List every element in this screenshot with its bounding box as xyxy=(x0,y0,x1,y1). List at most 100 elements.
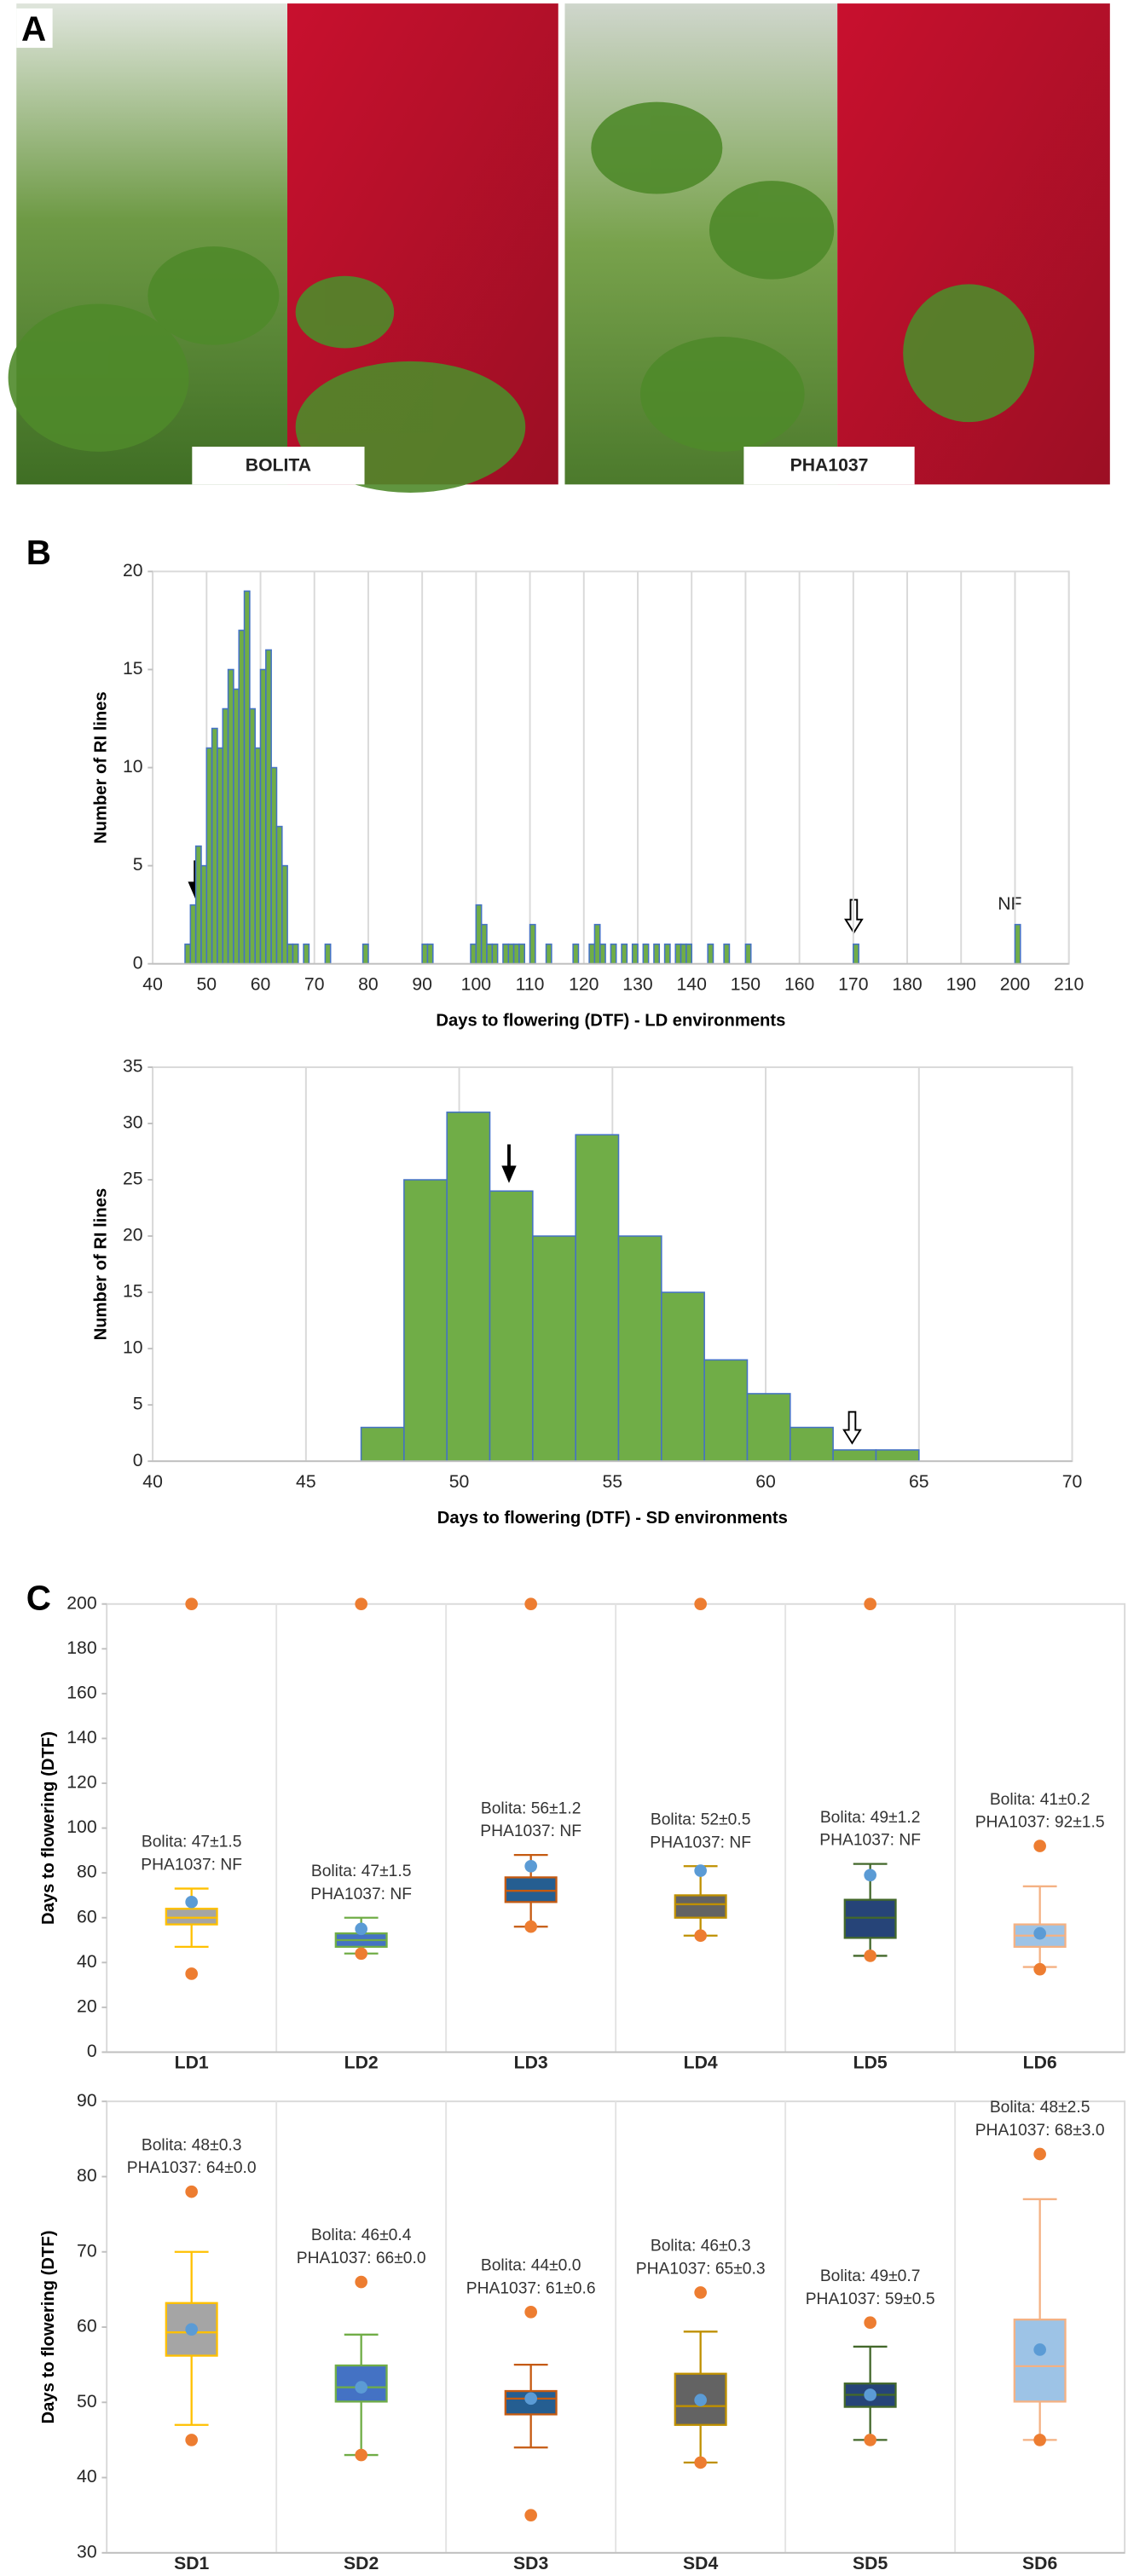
panel-letter: C xyxy=(26,1579,51,1618)
bar xyxy=(575,1134,620,1462)
x-tick-label: 90 xyxy=(412,974,432,994)
bar xyxy=(518,943,526,965)
bar xyxy=(426,943,434,965)
box-note: Bolita: 49±1.2 xyxy=(820,1809,921,1827)
x-tick-label: 190 xyxy=(946,974,976,994)
bar xyxy=(303,943,310,965)
bar xyxy=(324,943,332,965)
box xyxy=(504,1876,558,1903)
bar xyxy=(502,943,510,965)
bar xyxy=(680,943,687,965)
bar xyxy=(512,943,520,965)
y-tick-label: 10 xyxy=(123,757,143,777)
parent-point xyxy=(694,1597,707,1611)
y-tick-label: 120 xyxy=(67,1773,96,1793)
bar xyxy=(853,943,859,965)
bar xyxy=(362,943,369,965)
category-label: SD3 xyxy=(513,2554,548,2573)
y-tick-label: 5 xyxy=(133,855,143,875)
y-axis-title: Days to flowering (DTF) xyxy=(39,2231,58,2424)
arrow xyxy=(842,1411,862,1445)
bar xyxy=(222,708,229,965)
bar xyxy=(475,904,483,965)
y-tick-label: 60 xyxy=(77,1907,97,1926)
mean-point xyxy=(355,1922,367,1936)
parent-point xyxy=(864,2434,876,2446)
photo-label: PHA1037 xyxy=(790,456,869,476)
bar xyxy=(486,943,494,965)
parent-point xyxy=(694,1929,707,1943)
parent-point xyxy=(1033,2147,1046,2161)
bar xyxy=(507,943,515,965)
y-tick-label: 90 xyxy=(77,2091,97,2111)
bar xyxy=(233,688,240,965)
box xyxy=(1013,2319,1067,2403)
category-label: LD2 xyxy=(344,2053,379,2073)
parent-point xyxy=(694,2286,707,2299)
bar xyxy=(617,1235,662,1462)
x-tick-label: 170 xyxy=(838,974,868,994)
bar xyxy=(211,727,218,965)
category-label: LD6 xyxy=(1023,2053,1057,2073)
y-tick-label: 0 xyxy=(87,2042,97,2061)
y-tick-label: 25 xyxy=(123,1170,143,1189)
bar xyxy=(674,943,682,965)
letter-box xyxy=(16,8,53,49)
bar xyxy=(529,923,536,965)
x-tick-label: 200 xyxy=(1000,974,1030,994)
photo-label: BOLITA xyxy=(246,456,311,476)
y-tick-label: 50 xyxy=(77,2392,97,2411)
bar xyxy=(832,1449,877,1462)
box-note: PHA1037: 64±0.0 xyxy=(127,2159,257,2177)
bar xyxy=(227,668,234,965)
photo-panel: BOLITA PHA1037 xyxy=(8,3,1110,493)
bar xyxy=(746,1393,791,1462)
box-note: Bolita: 41±0.2 xyxy=(990,1791,1090,1809)
box-note: Bolita: 44±0.0 xyxy=(481,2257,581,2275)
y-tick-label: 100 xyxy=(67,1817,96,1837)
bar xyxy=(642,943,650,965)
y-tick-label: 160 xyxy=(67,1683,96,1702)
bar xyxy=(446,1112,491,1462)
box-note: PHA1037: 66±0.0 xyxy=(297,2250,426,2267)
bar xyxy=(189,904,197,965)
y-tick-label: 5 xyxy=(133,1395,143,1414)
x-axis-title: Days to flowering (DTF) - LD environment… xyxy=(436,1011,785,1030)
bar xyxy=(707,943,714,965)
x-tick-label: 70 xyxy=(304,974,325,994)
box-note: Bolita: 46±0.4 xyxy=(311,2227,412,2244)
box-note: Bolita: 47±1.5 xyxy=(311,1863,412,1880)
label-box xyxy=(192,447,365,485)
panel-letter: B xyxy=(26,533,51,572)
parent-point xyxy=(524,1920,537,1933)
box-note: PHA1037: NF xyxy=(650,1834,751,1851)
x-tick-label: 70 xyxy=(1062,1472,1083,1492)
box-note: Bolita: 47±1.5 xyxy=(142,1834,242,1851)
bar xyxy=(661,1291,705,1462)
x-tick-label: 40 xyxy=(142,974,163,994)
mean-point xyxy=(185,1896,198,1909)
panel-letter: A xyxy=(21,9,46,49)
x-tick-label: 60 xyxy=(251,974,271,994)
x-tick-label: 130 xyxy=(622,974,652,994)
box-note: Bolita: 48±2.5 xyxy=(990,2099,1090,2117)
bar xyxy=(421,943,429,965)
mean-point xyxy=(694,2394,707,2406)
mean-point xyxy=(1033,1926,1046,1940)
y-tick-label: 180 xyxy=(67,1638,96,1658)
bar xyxy=(184,943,192,965)
category-label: SD5 xyxy=(853,2554,888,2573)
bar xyxy=(249,708,256,965)
parent-point xyxy=(524,2306,537,2319)
parent-point xyxy=(1033,1962,1046,1976)
mean-point xyxy=(864,2388,876,2401)
box-note: PHA1037: NF xyxy=(480,1822,581,1840)
mean-point xyxy=(355,2381,367,2394)
parent-point xyxy=(355,2275,367,2289)
y-tick-label: 30 xyxy=(77,2542,97,2562)
y-tick-label: 60 xyxy=(77,2317,97,2336)
parent-point xyxy=(524,2509,537,2521)
box-note: Bolita: 46±0.3 xyxy=(651,2238,751,2255)
mean-point xyxy=(524,2392,537,2406)
